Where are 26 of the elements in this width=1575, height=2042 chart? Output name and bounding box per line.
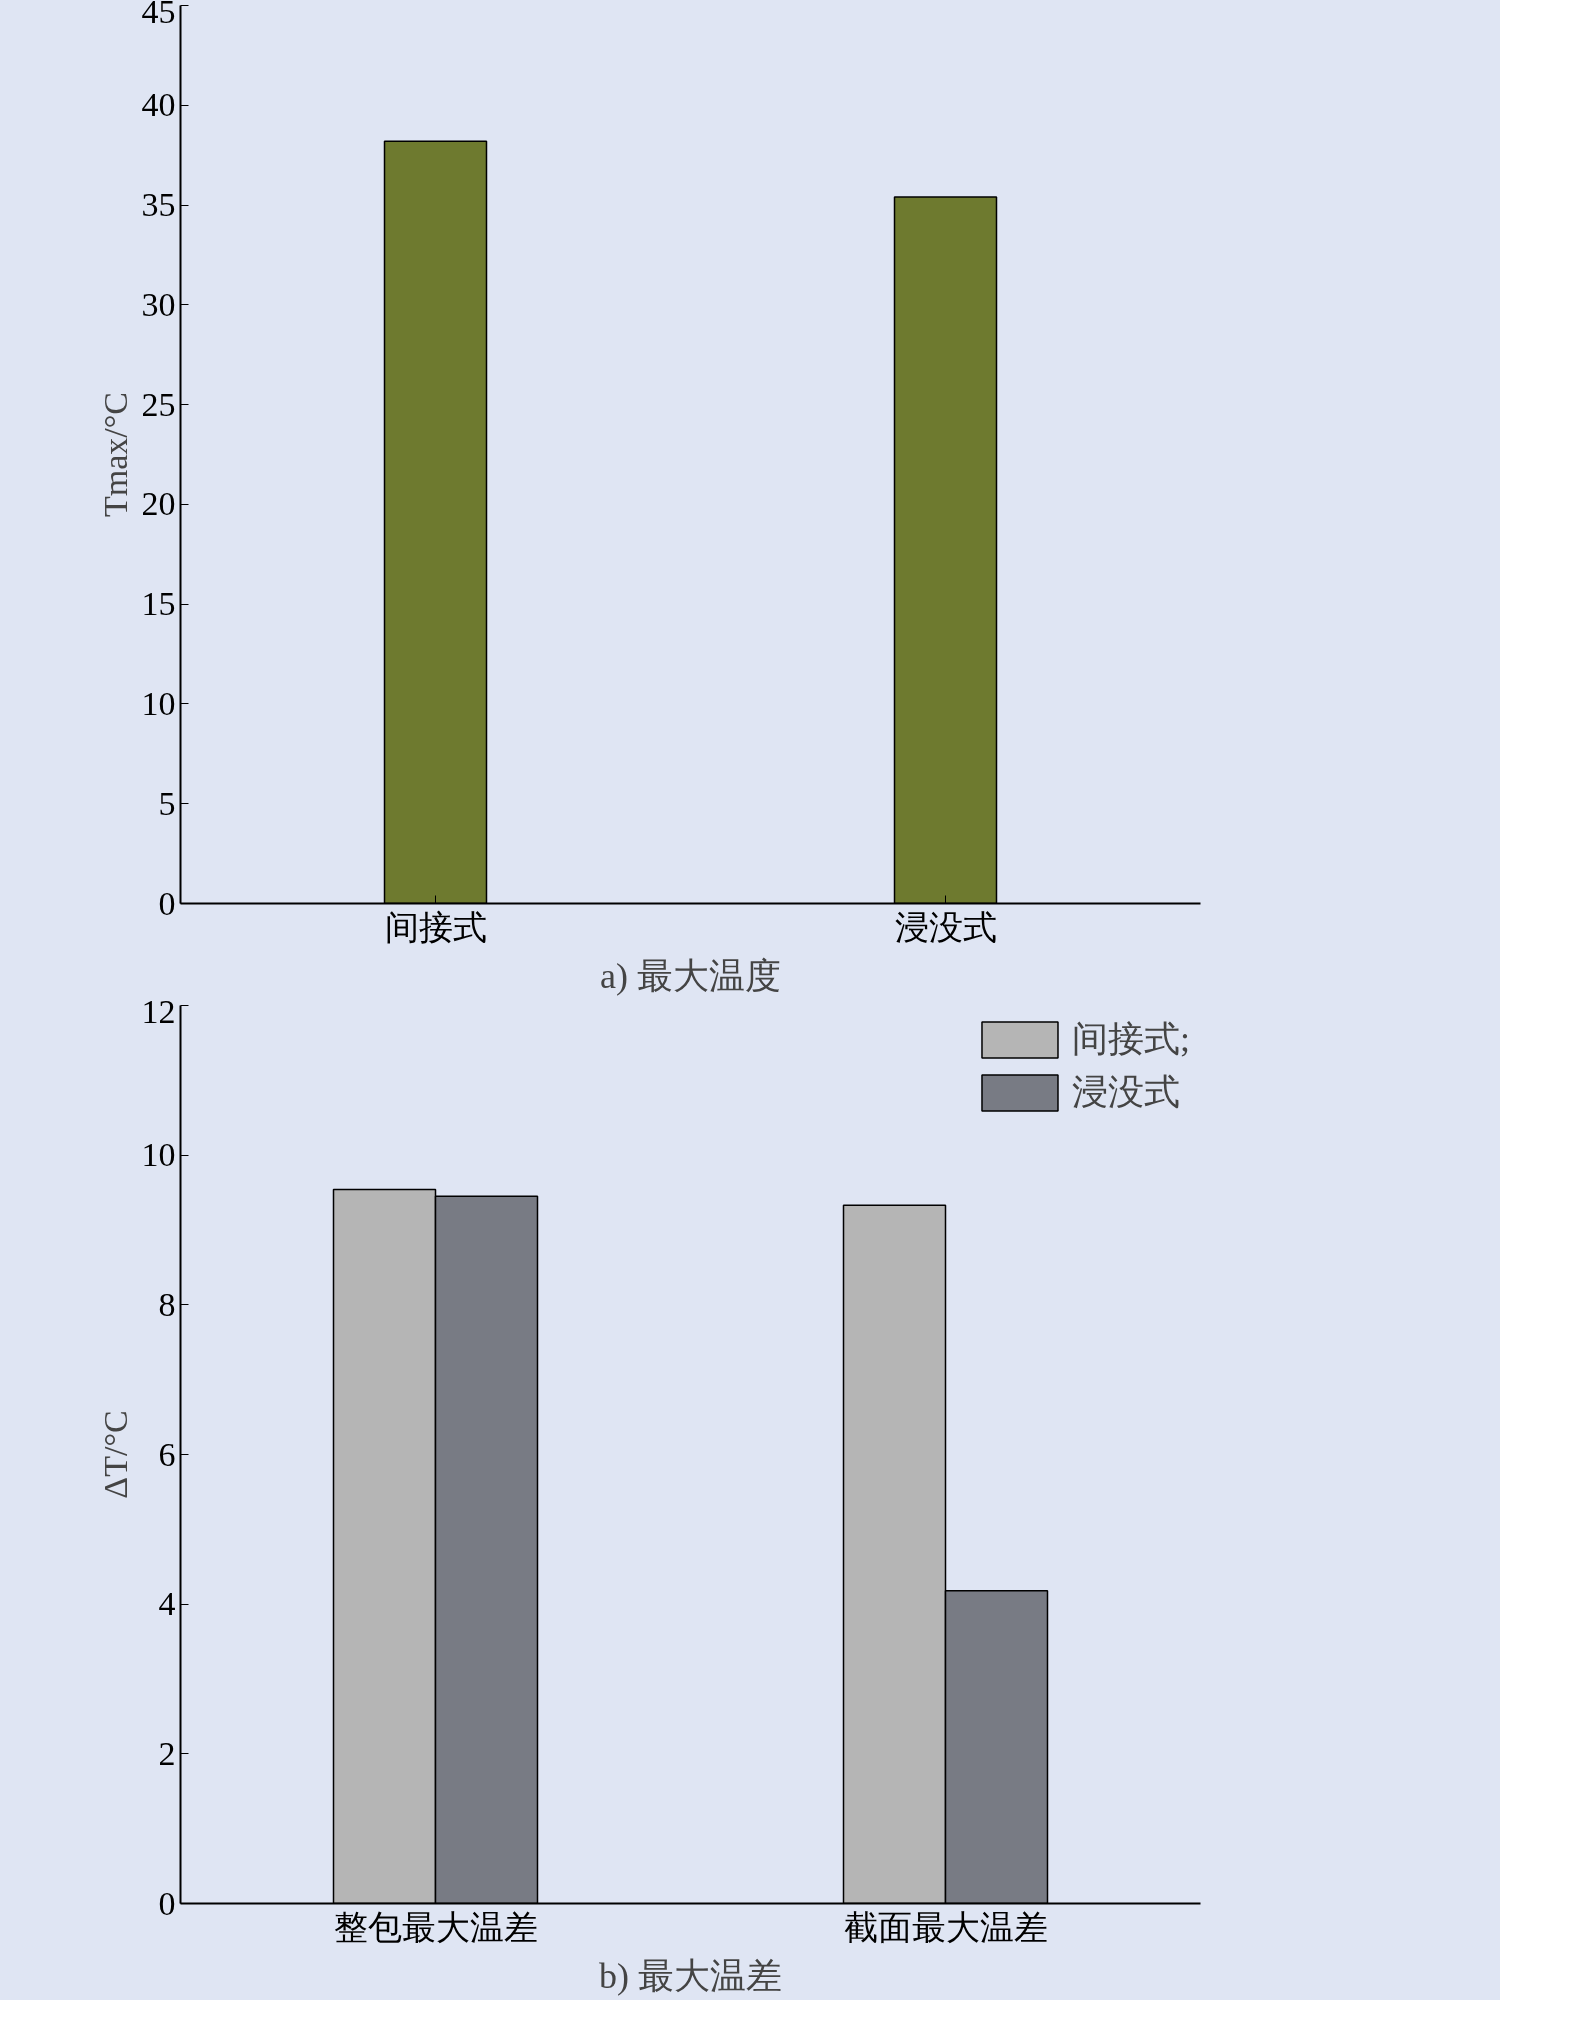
- y-tick-label: 20: [141, 485, 176, 523]
- legend-label: 间接式;: [1071, 1018, 1190, 1061]
- y-tick-label: 30: [141, 285, 176, 323]
- y-tick-label: 10: [141, 1136, 176, 1174]
- y-tick-label: 2: [158, 1734, 176, 1772]
- y-tick-label: 6: [158, 1435, 176, 1473]
- y-tick-label: 8: [158, 1285, 176, 1323]
- y-tick-label: 12: [141, 992, 176, 1030]
- x-tick-label: 截面最大温差: [843, 1908, 1048, 1946]
- text: b) 最大温差: [599, 1955, 783, 1996]
- y-tick-label: 0: [158, 1884, 176, 1922]
- y-tick-label: 0: [158, 884, 176, 922]
- y-tick-label: 25: [141, 385, 176, 423]
- x-tick-label: 间接式: [384, 908, 487, 946]
- y-tick-label: 10: [141, 684, 176, 722]
- y-tick-label: 15: [141, 585, 176, 623]
- text: a) 最大温度: [600, 955, 781, 996]
- y-tick-label: 45: [141, 0, 176, 30]
- legend-label: 浸没式: [1071, 1071, 1180, 1114]
- y-axis-title: ΔT/°C: [96, 1410, 134, 1499]
- x-tick-label: 整包最大温差: [333, 1908, 538, 1946]
- y-tick-label: 4: [158, 1585, 176, 1623]
- y-tick-label: 35: [141, 186, 176, 224]
- y-tick-label: 40: [141, 86, 176, 124]
- y-tick-label: 5: [158, 784, 176, 822]
- y-axis-title: Tmax/°C: [96, 391, 134, 518]
